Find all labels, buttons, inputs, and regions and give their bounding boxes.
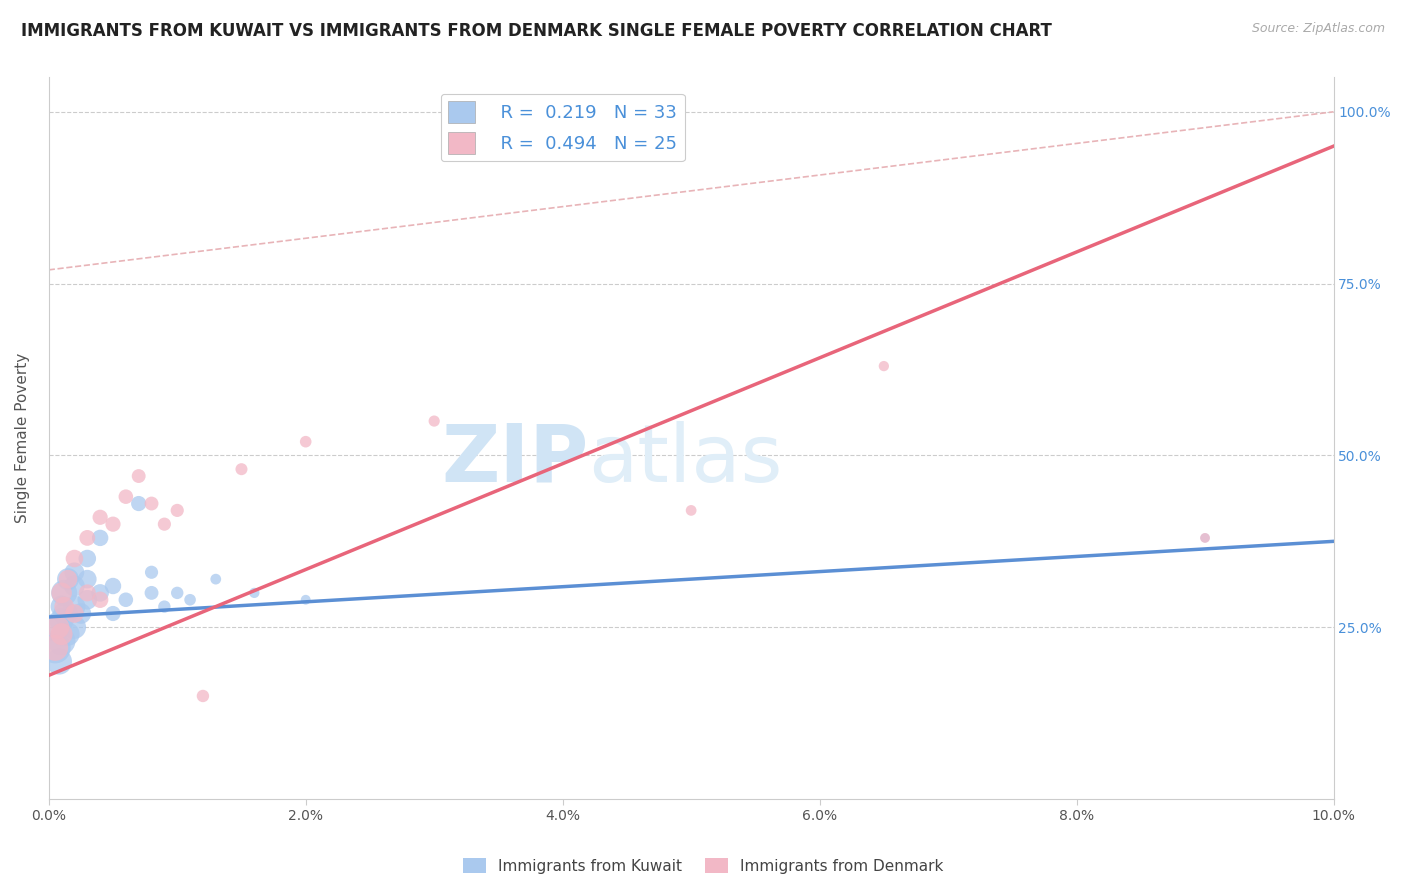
Point [44,620,66,634]
Point [179,592,201,607]
Point [53,586,76,600]
Point [44,640,66,655]
Point [204,572,226,586]
Point [423,414,446,428]
Point [89,592,111,607]
Point [128,497,150,511]
Point [166,503,188,517]
Point [231,462,253,476]
Point [63,599,86,614]
Point [56,572,79,586]
Point [101,517,124,532]
Point [191,689,214,703]
Point [141,497,163,511]
Point [114,592,136,607]
Point [681,503,703,517]
Point [63,607,86,621]
Point [76,572,98,586]
Point [51,634,73,648]
Point [153,599,176,614]
Point [55,607,77,621]
Text: IMMIGRANTS FROM KUWAIT VS IMMIGRANTS FROM DENMARK SINGLE FEMALE POVERTY CORRELAT: IMMIGRANTS FROM KUWAIT VS IMMIGRANTS FRO… [21,22,1052,40]
Point [56,627,79,641]
Point [63,579,86,593]
Point [51,627,73,641]
Text: ZIP: ZIP [441,421,588,499]
Text: Source: ZipAtlas.com: Source: ZipAtlas.com [1251,22,1385,36]
Point [51,599,73,614]
Point [53,599,76,614]
Point [114,490,136,504]
Y-axis label: Single Female Poverty: Single Female Poverty [15,353,30,524]
Point [101,579,124,593]
Point [89,510,111,524]
Point [48,655,70,669]
Point [128,469,150,483]
Point [89,531,111,545]
Point [76,531,98,545]
Text: atlas: atlas [588,421,783,499]
Point [89,586,111,600]
Point [63,566,86,580]
Point [56,572,79,586]
Point [153,517,176,532]
Point [76,592,98,607]
Point [70,607,93,621]
Point [76,551,98,566]
Point [51,613,73,627]
Legend: Immigrants from Kuwait, Immigrants from Denmark: Immigrants from Kuwait, Immigrants from … [457,852,949,880]
Legend:   R =  0.219   N = 33,   R =  0.494   N = 25: R = 0.219 N = 33, R = 0.494 N = 25 [440,94,685,161]
Point [63,551,86,566]
Point [166,586,188,600]
Point [44,640,66,655]
Point [243,586,266,600]
Point [51,586,73,600]
Point [76,586,98,600]
Point [1194,531,1216,545]
Point [1194,531,1216,545]
Point [873,359,896,373]
Point [63,620,86,634]
Point [141,566,163,580]
Point [101,607,124,621]
Point [46,620,69,634]
Point [294,434,316,449]
Point [294,592,316,607]
Point [141,586,163,600]
